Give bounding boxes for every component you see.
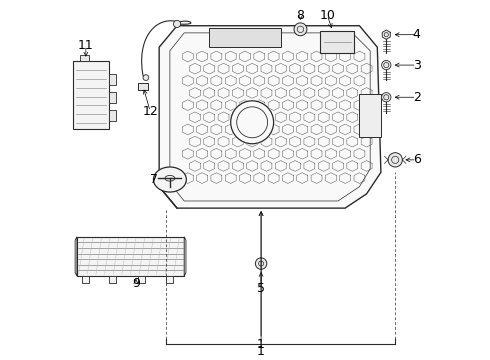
Bar bbox=[320, 31, 354, 53]
Text: 8: 8 bbox=[296, 9, 304, 22]
Text: 2: 2 bbox=[413, 91, 420, 104]
Polygon shape bbox=[159, 26, 381, 208]
Text: 7: 7 bbox=[150, 173, 158, 186]
Circle shape bbox=[230, 100, 275, 145]
Bar bbox=[166, 276, 173, 283]
Bar bbox=[82, 276, 89, 283]
Text: 5: 5 bbox=[257, 282, 265, 295]
Circle shape bbox=[294, 23, 307, 36]
Circle shape bbox=[173, 21, 181, 27]
Bar bbox=[360, 94, 381, 136]
Text: 1: 1 bbox=[257, 338, 265, 351]
Circle shape bbox=[255, 258, 267, 269]
Text: 11: 11 bbox=[78, 39, 94, 52]
Text: 9: 9 bbox=[132, 277, 140, 290]
Text: 4: 4 bbox=[413, 28, 420, 41]
Text: 1: 1 bbox=[257, 345, 265, 358]
Text: 10: 10 bbox=[319, 9, 335, 22]
Bar bbox=[109, 74, 116, 85]
Polygon shape bbox=[75, 237, 77, 276]
Polygon shape bbox=[382, 30, 391, 39]
Bar bbox=[109, 92, 116, 103]
Circle shape bbox=[382, 60, 391, 70]
Bar bbox=[138, 276, 145, 283]
Circle shape bbox=[388, 153, 402, 167]
Bar bbox=[80, 55, 89, 62]
Polygon shape bbox=[184, 237, 186, 276]
Bar bbox=[209, 27, 281, 47]
Text: 3: 3 bbox=[413, 59, 420, 72]
Bar bbox=[74, 62, 109, 130]
Circle shape bbox=[382, 93, 391, 102]
Text: 6: 6 bbox=[413, 153, 420, 166]
Bar bbox=[109, 276, 116, 283]
Circle shape bbox=[143, 75, 149, 80]
Bar bbox=[77, 237, 184, 276]
Bar bbox=[109, 110, 116, 121]
Text: 12: 12 bbox=[143, 105, 158, 118]
Ellipse shape bbox=[153, 167, 186, 192]
Bar bbox=[138, 83, 148, 90]
